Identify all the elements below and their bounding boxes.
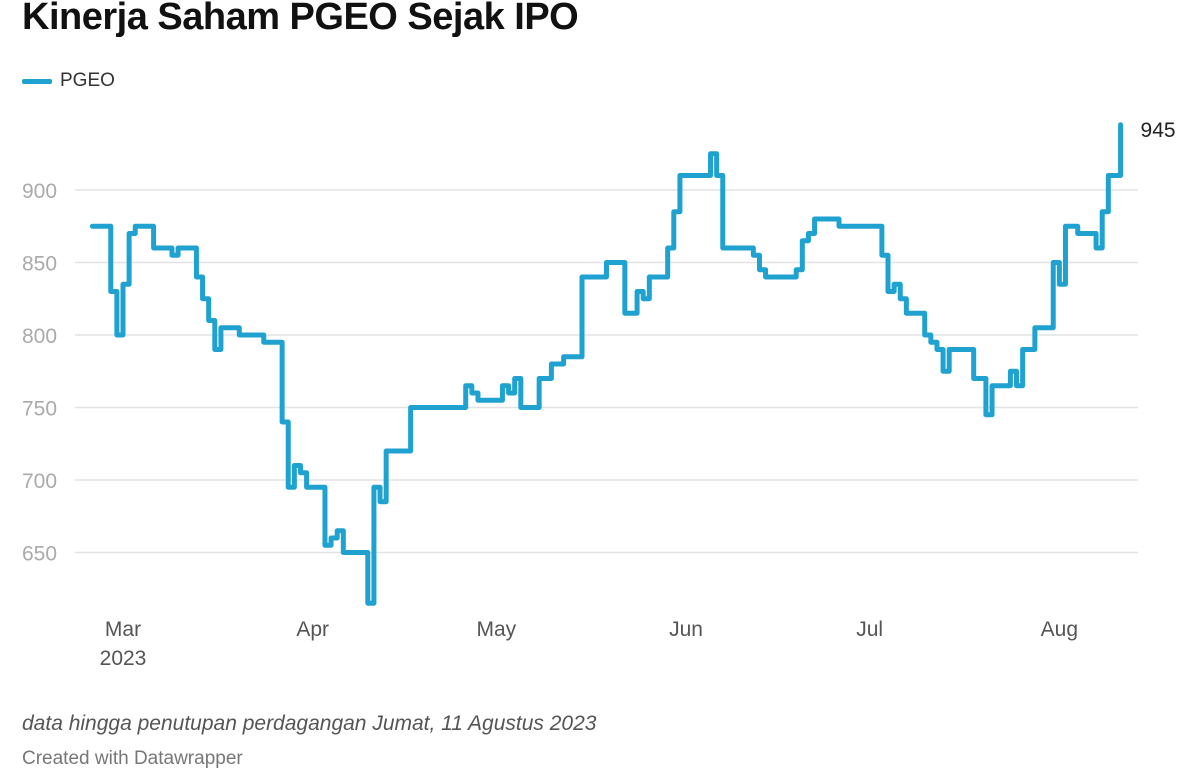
credit-link[interactable]: Created with Datawrapper	[22, 748, 243, 769]
chart-title: Kinerja Saham PGEO Sejak IPO	[22, 0, 579, 38]
y-tick-label: 700	[22, 470, 57, 493]
chart-note: data hingga penutupan perdagangan Jumat,…	[22, 712, 597, 735]
y-tick-label: 750	[22, 398, 57, 421]
x-tick-label: Jul	[856, 618, 883, 641]
legend-label: PGEO	[60, 70, 115, 91]
end-value-label: 945	[1141, 119, 1176, 142]
x-tick-label: Aug	[1041, 618, 1078, 641]
line-chart: 650 700 750 800 850 900 Mar 2023 Apr May Jun Jul Aug…	[22, 119, 1176, 670]
x-tick-sublabel: 2023	[100, 647, 147, 670]
legend-swatch	[22, 78, 52, 84]
legend: PGEO	[22, 70, 115, 92]
x-tick-label: Apr	[296, 618, 329, 641]
x-tick-label: May	[476, 618, 516, 641]
x-tick-label: Jun	[669, 618, 703, 641]
y-tick-label: 900	[22, 180, 57, 203]
series-line-pgeo	[89, 122, 1124, 606]
y-tick-label: 850	[22, 253, 57, 276]
x-tick-label: Mar	[105, 618, 141, 641]
y-tick-label: 650	[22, 543, 57, 566]
y-tick-label: 800	[22, 325, 57, 348]
